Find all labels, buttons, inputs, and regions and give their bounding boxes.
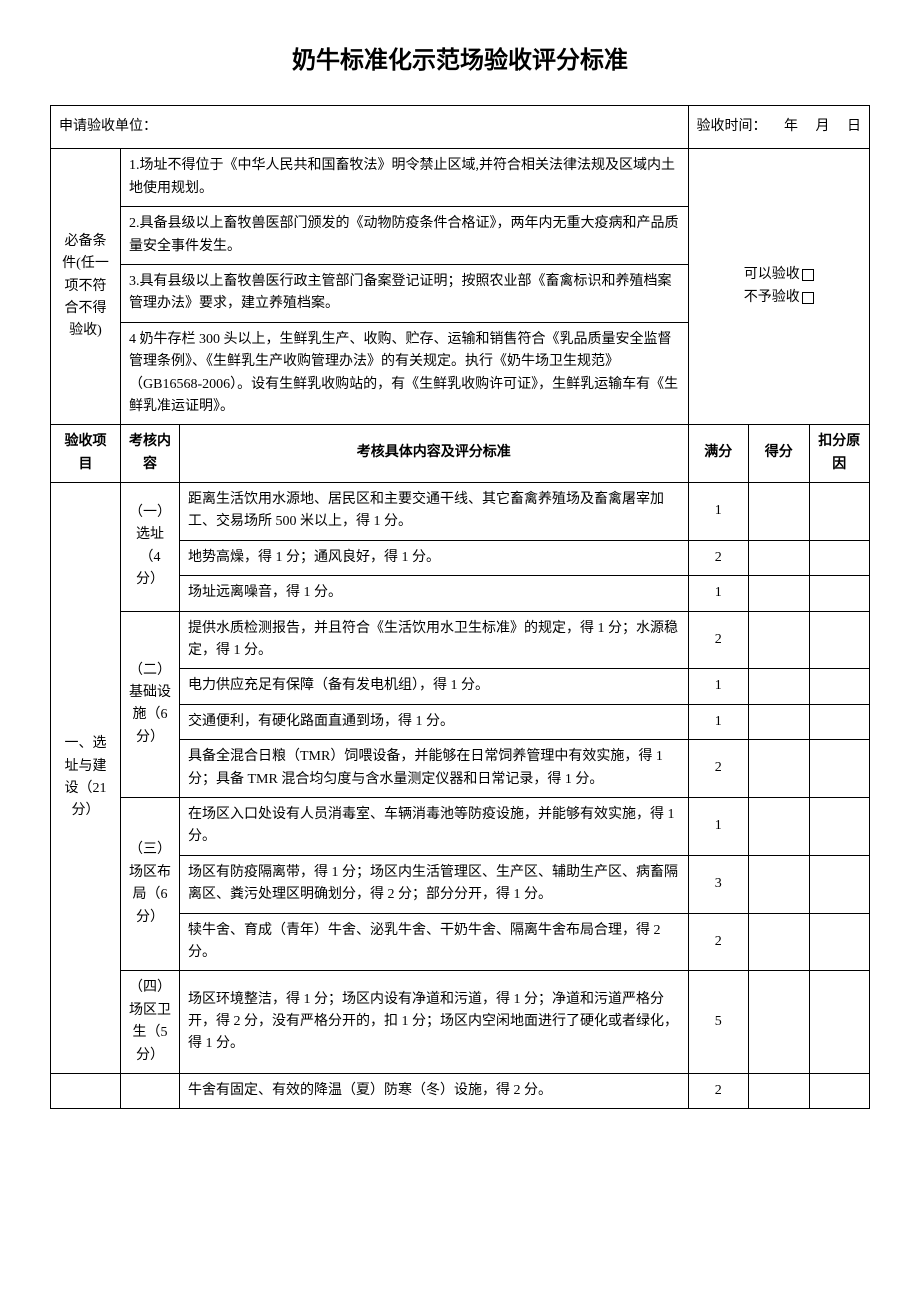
score-cell: 3 — [688, 855, 749, 913]
reason-cell[interactable] — [809, 576, 870, 611]
reject-checkbox[interactable] — [802, 292, 814, 304]
score-cell: 2 — [688, 1073, 749, 1108]
reason-cell[interactable] — [809, 483, 870, 541]
criteria-cell: 交通便利，有硬化路面直通到场，得 1 分。 — [180, 704, 689, 739]
earned-cell[interactable] — [749, 740, 810, 798]
earned-cell[interactable] — [749, 483, 810, 541]
reason-cell[interactable] — [809, 855, 870, 913]
unit-label: 申请验收单位： — [59, 119, 157, 134]
acceptance-cell: 可以验收 不予验收 — [688, 149, 870, 425]
reason-cell[interactable] — [809, 797, 870, 855]
criteria-cell: 牛舍有固定、有效的降温（夏）防寒（冬）设施，得 2 分。 — [180, 1073, 689, 1108]
earned-cell[interactable] — [749, 855, 810, 913]
prereq-row-1: 必备条件(任一项不符合不得验收) 1.场址不得位于《中华人民共和国畜牧法》明令禁… — [51, 149, 870, 207]
table-row: （二）基础设施（6 分） 提供水质检测报告，并且符合《生活饮用水卫生标准》的规定… — [51, 611, 870, 669]
header-earned: 得分 — [749, 425, 810, 483]
score-cell: 1 — [688, 797, 749, 855]
score-cell: 1 — [688, 483, 749, 541]
table-row: （四）场区卫生（5 分） 场区环境整洁，得 1 分；场区内设有净道和污道，得 1… — [51, 971, 870, 1074]
table-row: 一、选址与建设（21 分） （一）选址（4 分） 距离生活饮用水源地、居民区和主… — [51, 483, 870, 541]
sub4-title: （四）场区卫生（5 分） — [121, 971, 180, 1074]
score-cell: 2 — [688, 740, 749, 798]
earned-cell[interactable] — [749, 540, 810, 575]
earned-cell[interactable] — [749, 704, 810, 739]
prereq-item-2: 2.具备县级以上畜牧兽医部门颁发的《动物防疫条件合格证》，两年内无重大疫病和产品… — [121, 207, 689, 265]
prereq-label: 必备条件(任一项不符合不得验收) — [51, 149, 121, 425]
header-reason: 扣分原因 — [809, 425, 870, 483]
earned-cell[interactable] — [749, 576, 810, 611]
criteria-cell: 在场区入口处设有人员消毒室、车辆消毒池等防疫设施，并能够有效实施，得 1 分。 — [180, 797, 689, 855]
score-cell: 2 — [688, 913, 749, 971]
prereq-item-1: 1.场址不得位于《中华人民共和国畜牧法》明令禁止区域,并符合相关法律法规及区域内… — [121, 149, 689, 207]
criteria-cell: 电力供应充足有保障（备有发电机组），得 1 分。 — [180, 669, 689, 704]
prereq-item-3: 3.具有县级以上畜牧兽医行政主管部门备案登记证明；按照农业部《畜禽标识和养殖档案… — [121, 264, 689, 322]
criteria-cell: 犊牛舍、育成（青年）牛舍、泌乳牛舍、干奶牛舍、隔离牛舍布局合理，得 2 分。 — [180, 913, 689, 971]
header-row: 申请验收单位： 验收时间： 年 月 日 — [51, 106, 870, 149]
reason-cell[interactable] — [809, 704, 870, 739]
header-project: 验收项目 — [51, 425, 121, 483]
sub2-title: （二）基础设施（6 分） — [121, 611, 180, 797]
criteria-cell: 距离生活饮用水源地、居民区和主要交通干线、其它畜禽养殖场及畜禽屠宰加工、交易场所… — [180, 483, 689, 541]
criteria-cell: 场区环境整洁，得 1 分；场区内设有净道和污道，得 1 分；净道和污道严格分开，… — [180, 971, 689, 1074]
accept-checkbox[interactable] — [802, 269, 814, 281]
score-cell: 1 — [688, 704, 749, 739]
criteria-cell: 场址远离噪音，得 1 分。 — [180, 576, 689, 611]
header-fullscore: 满分 — [688, 425, 749, 483]
month-label: 月 — [816, 119, 830, 134]
earned-cell[interactable] — [749, 913, 810, 971]
header-content: 考核内容 — [121, 425, 180, 483]
sub1-title: （一）选址（4 分） — [121, 483, 180, 612]
document-title: 奶牛标准化示范场验收评分标准 — [50, 40, 870, 75]
unit-cell: 申请验收单位： — [51, 106, 689, 149]
score-cell: 2 — [688, 540, 749, 575]
criteria-cell: 提供水质检测报告，并且符合《生活饮用水卫生标准》的规定，得 1 分；水源稳定，得… — [180, 611, 689, 669]
earned-cell[interactable] — [749, 1073, 810, 1108]
earned-cell[interactable] — [749, 971, 810, 1074]
earned-cell[interactable] — [749, 611, 810, 669]
prereq-item-4: 4 奶牛存栏 300 头以上，生鲜乳生产、收购、贮存、运输和销售符合《乳品质量安… — [121, 322, 689, 425]
score-cell: 1 — [688, 576, 749, 611]
reason-cell[interactable] — [809, 540, 870, 575]
reason-cell[interactable] — [809, 913, 870, 971]
section1-title: 一、选址与建设（21 分） — [51, 483, 121, 1074]
criteria-cell: 地势高燥，得 1 分；通风良好，得 1 分。 — [180, 540, 689, 575]
score-cell: 1 — [688, 669, 749, 704]
empty-category — [51, 1073, 121, 1108]
reason-cell[interactable] — [809, 971, 870, 1074]
criteria-cell: 具备全混合日粮（TMR）饲喂设备，并能够在日常饲养管理中有效实施，得 1 分；具… — [180, 740, 689, 798]
earned-cell[interactable] — [749, 669, 810, 704]
score-cell: 2 — [688, 611, 749, 669]
date-cell: 验收时间： 年 月 日 — [688, 106, 870, 149]
criteria-cell: 场区有防疫隔离带，得 1 分；场区内生活管理区、生产区、辅助生产区、病畜隔离区、… — [180, 855, 689, 913]
table-row: （三）场区布局（6 分） 在场区入口处设有人员消毒室、车辆消毒池等防疫设施，并能… — [51, 797, 870, 855]
date-label: 验收时间： — [697, 119, 767, 134]
accept-label: 可以验收 — [744, 267, 800, 282]
reason-cell[interactable] — [809, 611, 870, 669]
table-row: 牛舍有固定、有效的降温（夏）防寒（冬）设施，得 2 分。 2 — [51, 1073, 870, 1108]
scoring-table: 申请验收单位： 验收时间： 年 月 日 必备条件(任一项不符合不得验收) 1.场… — [50, 105, 870, 1109]
score-cell: 5 — [688, 971, 749, 1074]
day-label: 日 — [847, 119, 861, 134]
sub3-title: （三）场区布局（6 分） — [121, 797, 180, 970]
earned-cell[interactable] — [749, 797, 810, 855]
empty-subcategory — [121, 1073, 180, 1108]
reason-cell[interactable] — [809, 1073, 870, 1108]
header-criteria: 考核具体内容及评分标准 — [180, 425, 689, 483]
reason-cell[interactable] — [809, 669, 870, 704]
reject-label: 不予验收 — [744, 290, 800, 305]
year-label: 年 — [784, 119, 798, 134]
column-headers: 验收项目 考核内容 考核具体内容及评分标准 满分 得分 扣分原因 — [51, 425, 870, 483]
reason-cell[interactable] — [809, 740, 870, 798]
